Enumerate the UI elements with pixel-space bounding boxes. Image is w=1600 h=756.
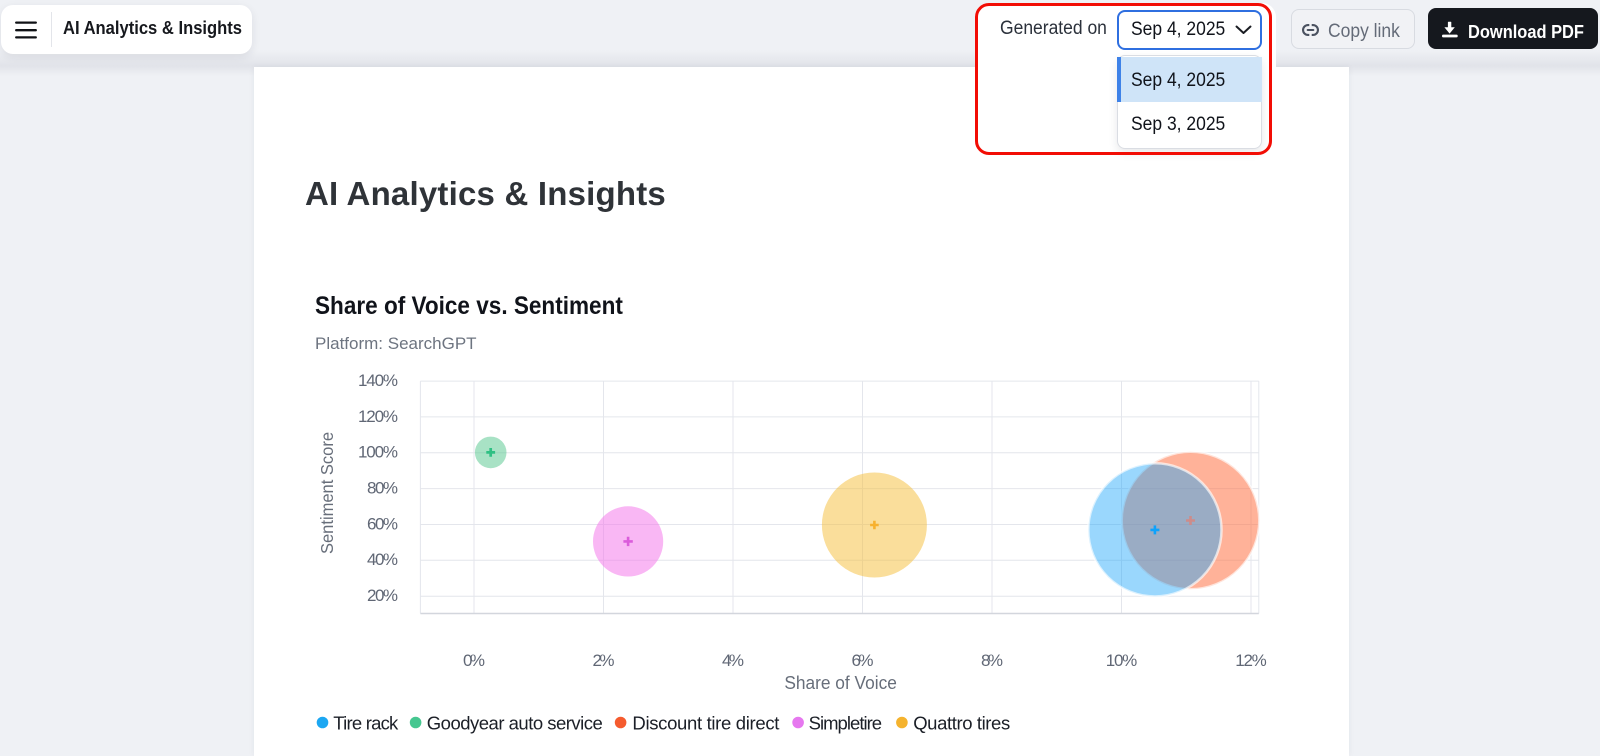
svg-text:12%: 12% [1235,651,1267,670]
svg-text:Sentiment Score: Sentiment Score [317,432,337,554]
svg-text:Simpletire: Simpletire [809,713,883,734]
svg-text:Discount tire direct: Discount tire direct [632,713,779,734]
svg-text:10%: 10% [1106,651,1138,670]
svg-text:0%: 0% [463,651,485,670]
svg-text:20%: 20% [367,586,398,605]
svg-text:Tire rack: Tire rack [333,713,399,734]
svg-text:80%: 80% [367,479,398,498]
svg-text:Share of Voice: Share of Voice [784,673,897,693]
svg-text:60%: 60% [367,514,398,533]
svg-text:Goodyear auto service: Goodyear auto service [427,713,603,734]
svg-text:140%: 140% [358,371,398,390]
svg-text:4%: 4% [722,651,744,670]
svg-text:100%: 100% [358,443,398,462]
svg-text:120%: 120% [358,407,398,426]
svg-text:2%: 2% [593,651,615,670]
svg-text:6%: 6% [852,651,874,670]
svg-text:8%: 8% [981,651,1003,670]
svg-text:Quattro tires: Quattro tires [913,713,1010,734]
svg-text:40%: 40% [367,550,398,569]
